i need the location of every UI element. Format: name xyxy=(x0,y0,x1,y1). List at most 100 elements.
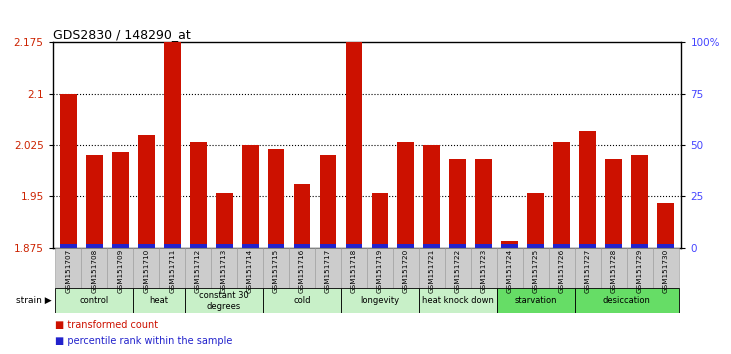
Bar xyxy=(601,248,626,289)
Bar xyxy=(86,155,102,248)
Bar xyxy=(137,135,154,248)
Text: GSM151708: GSM151708 xyxy=(91,249,97,293)
Bar xyxy=(112,244,129,248)
Bar xyxy=(137,244,154,248)
Bar xyxy=(471,248,497,289)
Text: GSM151716: GSM151716 xyxy=(299,249,305,293)
Text: GSM151713: GSM151713 xyxy=(221,249,227,293)
Bar xyxy=(56,289,133,313)
Text: GSM151727: GSM151727 xyxy=(585,249,591,293)
Bar xyxy=(294,184,311,248)
Bar xyxy=(216,244,232,248)
Bar xyxy=(445,248,471,289)
Bar xyxy=(450,159,466,248)
Bar xyxy=(549,248,575,289)
Bar xyxy=(159,248,185,289)
Bar xyxy=(56,248,81,289)
Bar xyxy=(189,244,207,248)
Bar xyxy=(185,289,263,313)
Text: GSM151723: GSM151723 xyxy=(481,249,487,293)
Text: GDS2830 / 148290_at: GDS2830 / 148290_at xyxy=(53,28,190,41)
Text: GSM151718: GSM151718 xyxy=(351,249,357,293)
Bar xyxy=(423,244,440,248)
Bar xyxy=(346,244,363,248)
Text: GSM151715: GSM151715 xyxy=(273,249,279,293)
Text: GSM151726: GSM151726 xyxy=(558,249,565,293)
Bar xyxy=(107,248,133,289)
Bar xyxy=(319,244,336,248)
Bar xyxy=(527,244,545,248)
Text: GSM151709: GSM151709 xyxy=(117,249,124,293)
Bar xyxy=(398,244,414,248)
Bar xyxy=(86,244,102,248)
Bar xyxy=(341,289,419,313)
Text: constant 30
degrees: constant 30 degrees xyxy=(200,291,249,310)
Bar xyxy=(263,289,341,313)
Text: GSM151719: GSM151719 xyxy=(377,249,383,293)
Text: strain ▶: strain ▶ xyxy=(17,296,52,306)
Bar xyxy=(657,203,674,248)
Bar xyxy=(164,244,181,248)
Bar xyxy=(657,244,674,248)
Bar xyxy=(497,248,523,289)
Bar xyxy=(605,159,622,248)
Bar xyxy=(164,42,181,248)
Bar xyxy=(367,248,393,289)
Bar xyxy=(268,149,284,248)
Bar xyxy=(81,248,107,289)
Text: GSM151724: GSM151724 xyxy=(507,249,513,293)
Bar xyxy=(211,248,237,289)
Bar xyxy=(341,248,367,289)
Text: starvation: starvation xyxy=(515,296,557,306)
Bar xyxy=(133,248,159,289)
Bar xyxy=(626,248,653,289)
Bar xyxy=(553,244,570,248)
Bar xyxy=(501,244,518,248)
Bar xyxy=(189,142,207,248)
Bar xyxy=(133,289,185,313)
Bar xyxy=(242,145,259,248)
Bar xyxy=(216,193,232,248)
Text: GSM151722: GSM151722 xyxy=(455,249,461,293)
Text: GSM151728: GSM151728 xyxy=(610,249,617,293)
Text: heat knock down: heat knock down xyxy=(422,296,494,306)
Bar xyxy=(60,244,77,248)
Bar xyxy=(575,248,601,289)
Bar xyxy=(497,289,575,313)
Text: GSM151721: GSM151721 xyxy=(429,249,435,293)
Text: heat: heat xyxy=(150,296,169,306)
Bar xyxy=(423,145,440,248)
Bar xyxy=(575,289,678,313)
Bar xyxy=(632,155,648,248)
Bar xyxy=(605,244,622,248)
Bar xyxy=(419,289,497,313)
Bar xyxy=(523,248,549,289)
Text: desiccation: desiccation xyxy=(603,296,651,306)
Text: GSM151717: GSM151717 xyxy=(325,249,331,293)
Text: GSM151730: GSM151730 xyxy=(663,249,669,293)
Text: GSM151729: GSM151729 xyxy=(637,249,643,293)
Bar xyxy=(580,244,596,248)
Bar xyxy=(501,241,518,248)
Text: control: control xyxy=(80,296,109,306)
Bar xyxy=(632,244,648,248)
Text: GSM151711: GSM151711 xyxy=(169,249,175,293)
Text: GSM151725: GSM151725 xyxy=(533,249,539,293)
Bar xyxy=(371,244,388,248)
Bar xyxy=(237,248,263,289)
Bar xyxy=(346,42,363,248)
Bar xyxy=(527,193,545,248)
Bar xyxy=(112,152,129,248)
Text: GSM151712: GSM151712 xyxy=(195,249,201,293)
Text: GSM151714: GSM151714 xyxy=(247,249,253,293)
Bar xyxy=(294,244,311,248)
Bar xyxy=(580,131,596,248)
Bar xyxy=(475,244,492,248)
Bar xyxy=(553,142,570,248)
Bar xyxy=(419,248,445,289)
Text: GSM151720: GSM151720 xyxy=(403,249,409,293)
Bar xyxy=(268,244,284,248)
Text: cold: cold xyxy=(293,296,311,306)
Bar xyxy=(371,193,388,248)
Bar xyxy=(398,142,414,248)
